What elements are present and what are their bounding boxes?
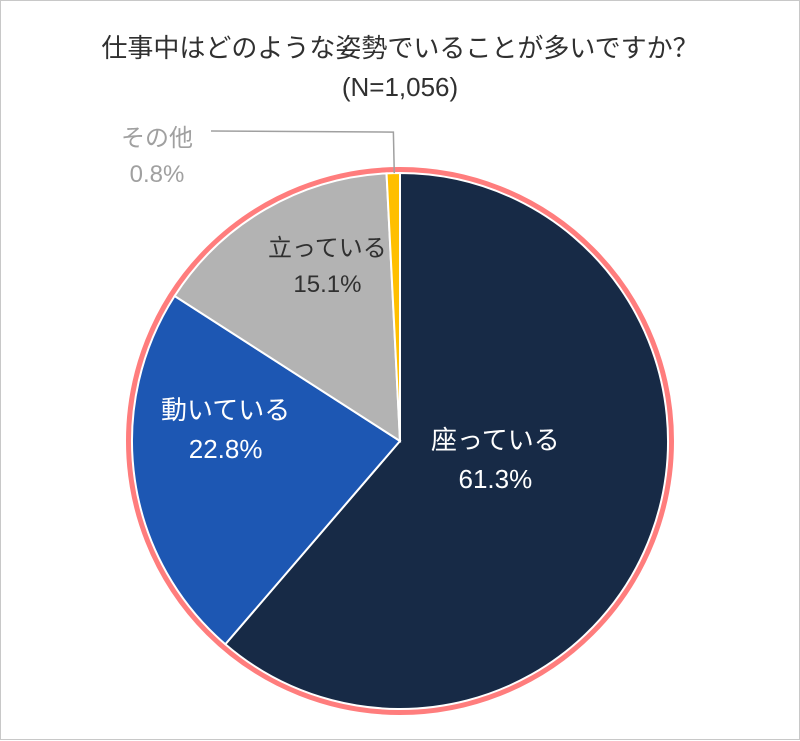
slice-label-text: 座っている bbox=[431, 421, 560, 460]
chart-subtitle: (N=1,056) bbox=[1, 68, 799, 107]
slice-label: その他0.8% bbox=[121, 121, 193, 193]
pie-chart-container: 仕事中はどのような姿勢でいることが多いですか？ (N=1,056) 座っている6… bbox=[0, 0, 800, 740]
slice-label-text: 動いている bbox=[161, 391, 290, 430]
slice-label-text: 立っている bbox=[268, 231, 387, 267]
slice-label-text: その他 bbox=[121, 121, 193, 157]
chart-title-block: 仕事中はどのような姿勢でいることが多いですか？ (N=1,056) bbox=[1, 1, 799, 107]
slice-label-pct: 15.1% bbox=[268, 267, 387, 303]
slice-label: 座っている61.3% bbox=[431, 421, 560, 499]
slice-label-pct: 0.8% bbox=[121, 157, 193, 193]
slice-label: 立っている15.1% bbox=[268, 231, 387, 303]
chart-title: 仕事中はどのような姿勢でいることが多いですか？ bbox=[1, 29, 799, 68]
slice-label: 動いている22.8% bbox=[161, 391, 290, 469]
slice-label-pct: 22.8% bbox=[161, 430, 290, 469]
slice-label-pct: 61.3% bbox=[431, 460, 560, 499]
